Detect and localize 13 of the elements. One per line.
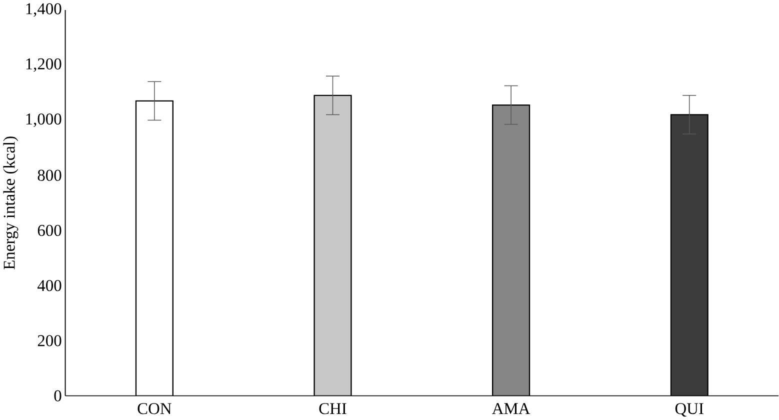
x-tick-label: QUI: [675, 403, 704, 417]
y-tick-label: 800: [38, 170, 62, 181]
y-tick-label: 1,000: [26, 114, 62, 128]
y-tick-label: 0: [54, 390, 62, 402]
y-tick-label: 400: [38, 280, 62, 292]
y-tick-label: 600: [38, 224, 62, 236]
x-tick-label: CHI: [319, 403, 346, 414]
y-tick-label: 200: [38, 335, 62, 346]
x-tick-label: CON: [138, 403, 172, 414]
x-tick-label: AMA: [492, 403, 530, 414]
y-tick-label: 1,200: [26, 58, 62, 72]
y-tick-label: 1,400: [26, 3, 62, 17]
y-axis-title: Energy intake (kcal): [3, 136, 18, 270]
